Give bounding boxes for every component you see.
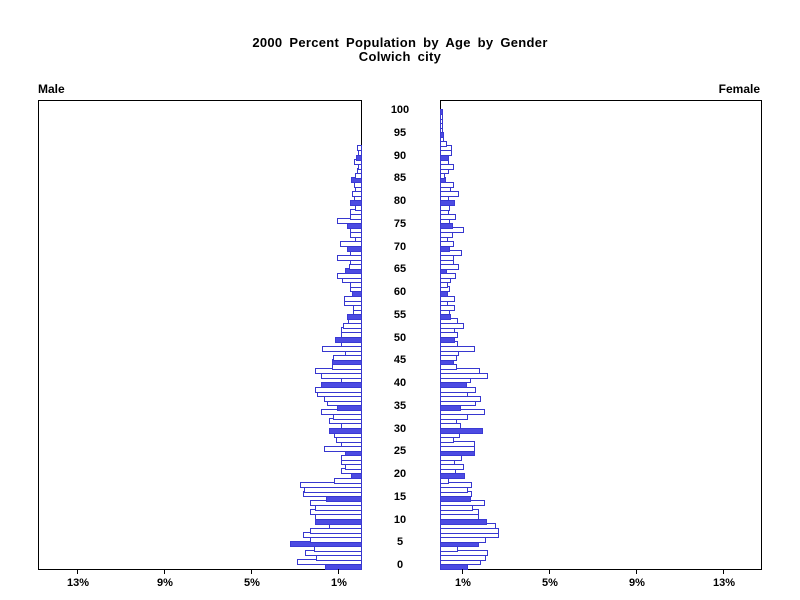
- chart-title-line1: 2000 Percent Population by Age by Gender: [252, 35, 548, 50]
- female-x-tick-label-9%: 9%: [629, 577, 645, 589]
- male-x-tick-label-9%: 9%: [157, 577, 173, 589]
- female-x-tick-9%: [636, 569, 637, 574]
- age-axis-label-20: 20: [393, 468, 407, 480]
- female-x-tick-5%: [549, 569, 550, 574]
- female-bar-age-64: [440, 273, 456, 279]
- age-axis-label-95: 95: [393, 127, 407, 139]
- female-bar-age-30: [440, 428, 483, 434]
- female-bar-age-3: [440, 550, 488, 556]
- male-x-tick-13%: [77, 569, 78, 574]
- male-axis-header: Male: [38, 82, 65, 96]
- male-x-tick-label-1%: 1%: [331, 577, 347, 589]
- age-axis-label-35: 35: [393, 400, 407, 412]
- male-bar-age-19: [334, 478, 362, 484]
- age-axis-label-85: 85: [393, 172, 407, 184]
- age-axis-label-80: 80: [393, 195, 407, 207]
- male-x-tick-label-13%: 13%: [66, 577, 90, 589]
- female-bar-age-43: [440, 368, 480, 374]
- male-bar-age-71: [340, 241, 362, 247]
- age-axis-label-30: 30: [393, 423, 407, 435]
- female-bar-age-34: [440, 409, 485, 415]
- age-axis-label-50: 50: [393, 332, 407, 344]
- age-axis-label-45: 45: [393, 354, 407, 366]
- age-axis-label-5: 5: [396, 536, 404, 548]
- age-axis-label-0: 0: [396, 559, 404, 571]
- age-axis-label-10: 10: [393, 514, 407, 526]
- age-axis-label-55: 55: [393, 309, 407, 321]
- male-bar-age-92: [357, 145, 362, 151]
- female-x-tick-13%: [723, 569, 724, 574]
- age-axis-label-90: 90: [393, 150, 407, 162]
- chart-title-line2: Colwich city: [358, 49, 442, 64]
- female-x-tick-label-13%: 13%: [712, 577, 736, 589]
- female-x-tick-label-5%: 5%: [542, 577, 558, 589]
- male-bar-age-68: [337, 255, 362, 261]
- age-axis-label-75: 75: [393, 218, 407, 230]
- female-bar-age-18: [440, 482, 472, 488]
- female-bar-age-84: [440, 182, 454, 188]
- male-x-tick-5%: [251, 569, 252, 574]
- female-bar-age-27: [440, 441, 475, 447]
- male-x-tick-label-5%: 5%: [244, 577, 260, 589]
- age-axis-label-25: 25: [393, 445, 407, 457]
- age-axis-label-70: 70: [393, 241, 407, 253]
- male-x-tick-1%: [338, 569, 339, 574]
- female-axis-header: Female: [718, 82, 760, 96]
- female-bar-age-69: [440, 250, 462, 256]
- male-x-tick-9%: [164, 569, 165, 574]
- male-bar-age-76: [337, 218, 362, 224]
- female-bar-age-100: [440, 109, 443, 115]
- female-x-tick-label-1%: 1%: [455, 577, 471, 589]
- age-axis-label-40: 40: [393, 377, 407, 389]
- male-bar-age-18: [300, 482, 362, 488]
- male-plot-area: [38, 100, 362, 570]
- chart-title: 2000 Percent Population by Age by Gender…: [0, 36, 800, 64]
- age-axis-label-60: 60: [393, 286, 407, 298]
- age-axis-label-15: 15: [393, 491, 407, 503]
- female-x-tick-1%: [462, 569, 463, 574]
- age-axis-label-100: 100: [390, 104, 410, 116]
- female-plot-area: [440, 100, 762, 570]
- age-axis-label-65: 65: [393, 263, 407, 275]
